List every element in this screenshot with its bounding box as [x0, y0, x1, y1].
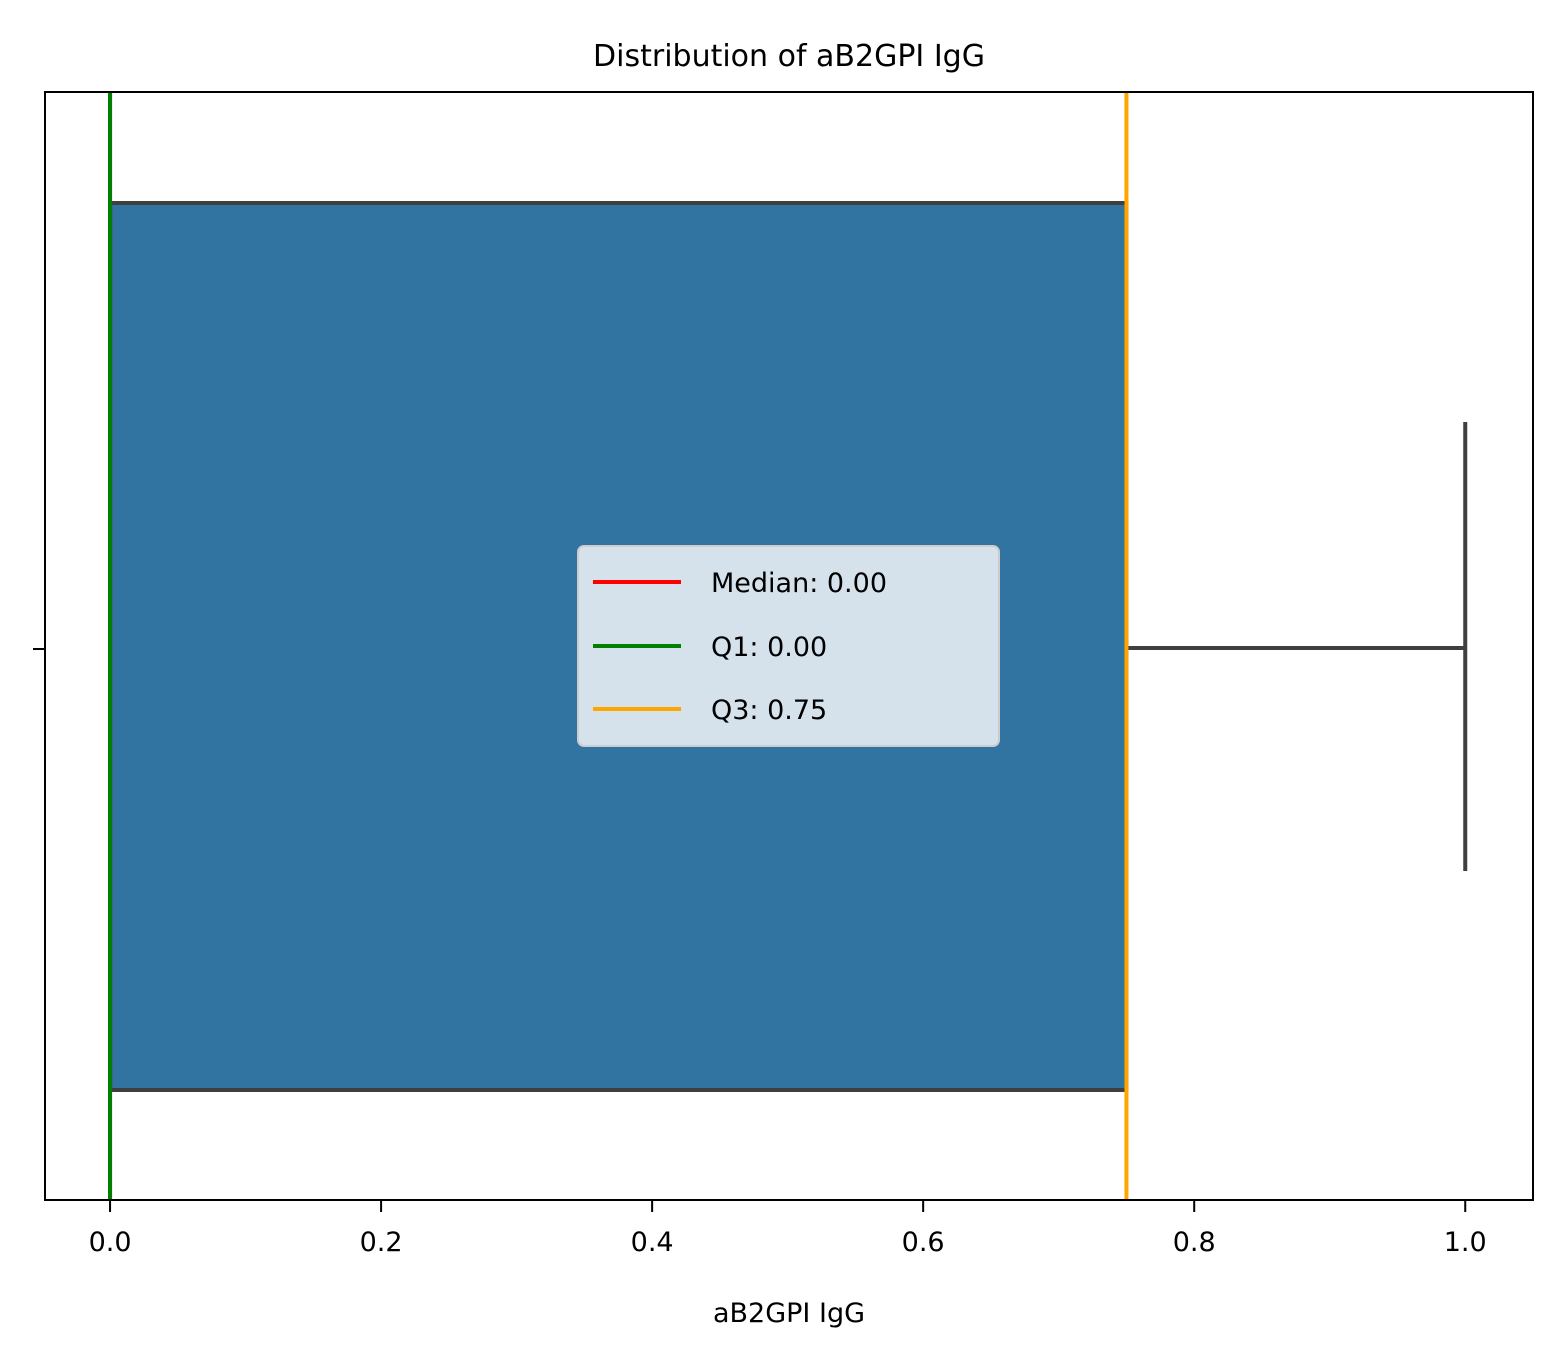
legend: Median: 0.00 Q1: 0.00 Q3: 0.75 — [577, 545, 1000, 747]
legend-label-0: Median: 0.00 — [711, 568, 887, 599]
x-axis-label: aB2GPI IgG — [713, 1298, 865, 1329]
legend-frame — [577, 545, 1000, 747]
reference-lines — [108, 92, 1129, 1200]
x-tick-label: 0.6 — [902, 1227, 945, 1258]
legend-label-1: Q1: 0.00 — [711, 632, 827, 663]
x-axis-ticks: 0.0 0.2 0.4 0.6 0.8 1.0 — [89, 1200, 1487, 1258]
x-tick-label: 0.0 — [89, 1227, 132, 1258]
legend-label-2: Q3: 0.75 — [711, 695, 827, 726]
x-tick-label: 0.8 — [1173, 1227, 1216, 1258]
x-tick-label: 0.2 — [360, 1227, 403, 1258]
legend-items: Median: 0.00 Q1: 0.00 Q3: 0.75 — [593, 568, 887, 726]
x-tick-label: 0.4 — [631, 1227, 674, 1258]
x-tick-label: 1.0 — [1444, 1227, 1487, 1258]
plot-frame — [44, 91, 1534, 1201]
chart-title: Distribution of aB2GPI IgG — [593, 39, 985, 74]
